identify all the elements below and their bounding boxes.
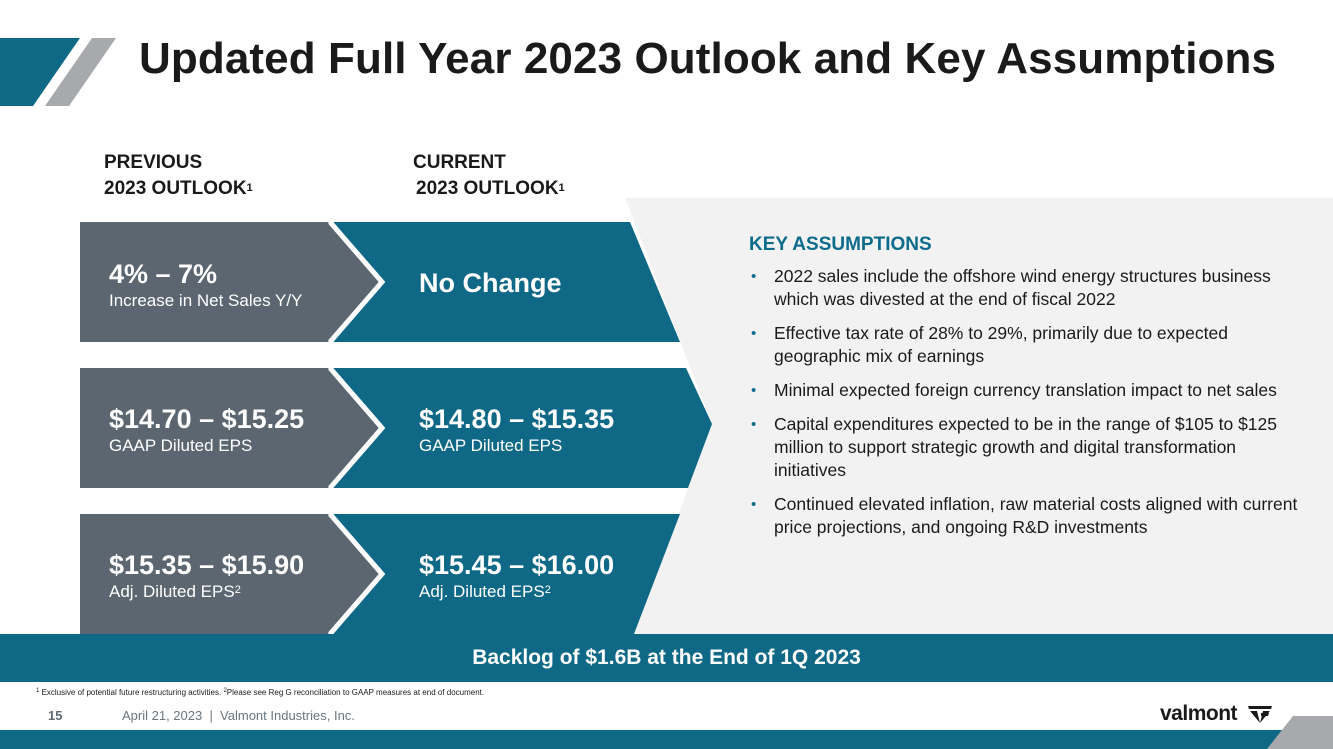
previous-gaap-eps: $14.70 – $15.25 GAAP Diluted EPS: [109, 403, 304, 457]
previous-gaap-eps-label: GAAP Diluted EPS: [109, 436, 253, 455]
previous-net-sales-value: 4% – 7%: [109, 259, 218, 289]
assumption-item: • Continued elevated inflation, raw mater…: [751, 494, 1298, 537]
key-assumptions-list: • 2022 sales include the offshore wind en…: [749, 265, 1309, 550]
previous-outlook-header: PREVIOUS 2023 OUTLOOK1: [104, 150, 253, 202]
footer-stripe-graphic: [1267, 716, 1333, 749]
current-adj-eps-value: $15.45 – $16.00: [419, 550, 615, 580]
assumption-item: • 2022 sales include the offshore wind en…: [751, 266, 1271, 309]
previous-header-line2: 2023 OUTLOOK: [104, 178, 247, 199]
current-gaap-eps: $14.80 – $15.35 GAAP Diluted EPS: [419, 403, 614, 457]
previous-adj-eps-value: $15.35 – $15.90: [109, 550, 305, 580]
bullet-icon: •: [751, 382, 757, 399]
valmont-logo-text: valmont: [1160, 702, 1238, 725]
current-net-sales: No Change: [419, 266, 562, 300]
assumption-item: • Effective tax rate of 28% to 29%, prima…: [751, 323, 1228, 366]
current-adj-eps-footnote-marker: 2: [544, 584, 551, 596]
current-net-sales-value: No Change: [419, 268, 562, 298]
key-assumptions-title: KEY ASSUMPTIONS: [749, 234, 932, 255]
previous-header-footnote-marker: 1: [246, 182, 253, 194]
header-stripe-graphic: [0, 38, 116, 106]
previous-adj-eps: $15.35 – $15.90 Adj. Diluted EPS2: [109, 549, 304, 603]
assumption-item: • Capital expenditures expected to be in …: [751, 414, 1278, 480]
bullet-icon: •: [751, 496, 757, 513]
current-gaap-eps-value: $14.80 – $15.35: [419, 404, 615, 434]
footnote: 1 Exclusive of potential future restruct…: [36, 688, 485, 697]
current-adj-eps: $15.45 – $16.00 Adj. Diluted EPS2: [419, 549, 614, 603]
footer-bar: [0, 730, 1333, 749]
previous-net-sales-label: Increase in Net Sales Y/Y: [109, 291, 303, 310]
previous-net-sales: 4% – 7% Increase in Net Sales Y/Y: [109, 258, 302, 312]
page-title: Updated Full Year 2023 Outlook and Key A…: [139, 34, 1277, 83]
current-header-line2: 2023 OUTLOOK: [416, 178, 559, 199]
valmont-logo-icon: [1248, 706, 1272, 723]
current-outlook-header: CURRENT 2023 OUTLOOK1: [413, 150, 565, 202]
previous-adj-eps-label: Adj. Diluted EPS: [109, 582, 235, 601]
bullet-icon: •: [751, 268, 757, 285]
current-gaap-eps-label: GAAP Diluted EPS: [419, 436, 563, 455]
bullet-icon: •: [751, 416, 757, 433]
bullet-icon: •: [751, 325, 757, 342]
current-header-footnote-marker: 1: [558, 182, 565, 194]
assumption-item: • Minimal expected foreign currency trans…: [751, 380, 1277, 400]
backlog-banner: Backlog of $1.6B at the End of 1Q 2023: [0, 634, 1333, 682]
current-adj-eps-label: Adj. Diluted EPS: [419, 582, 545, 601]
current-header-line1: CURRENT: [413, 152, 506, 173]
page-number: 15: [48, 708, 63, 723]
footer-date-company: April 21, 2023 | Valmont Industries, Inc…: [122, 708, 355, 723]
previous-gaap-eps-value: $14.70 – $15.25: [109, 404, 305, 434]
previous-header-line1: PREVIOUS: [104, 152, 203, 173]
previous-adj-eps-footnote-marker: 2: [234, 584, 241, 596]
